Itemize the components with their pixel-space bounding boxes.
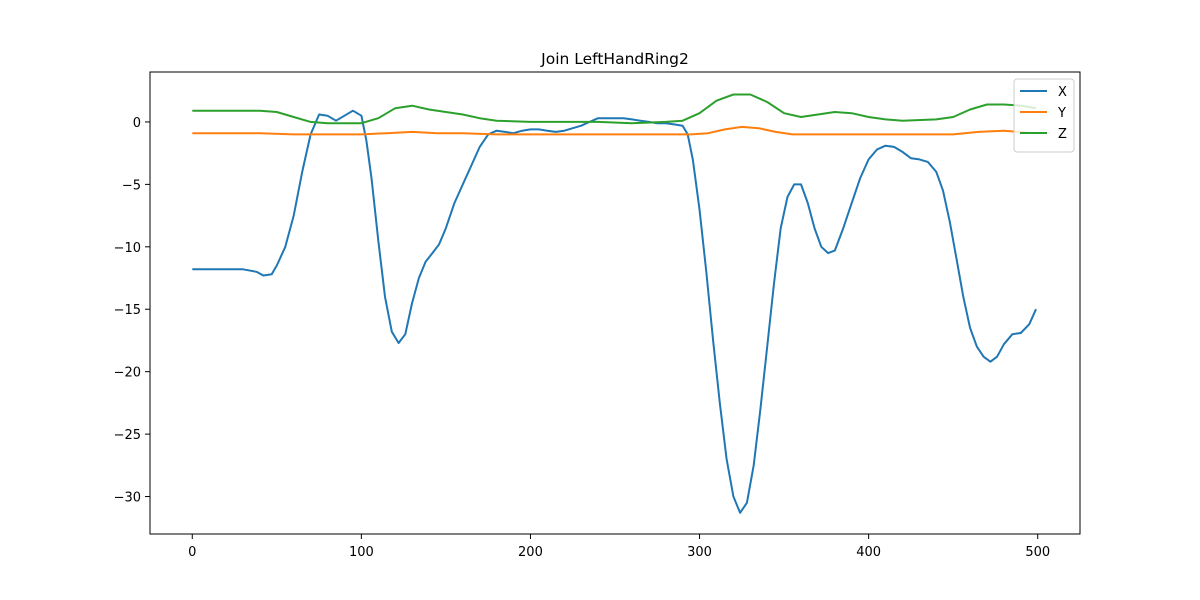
series-line-y [192,125,1037,136]
series-line-x [192,109,1037,514]
legend-label-z: Z [1058,127,1067,142]
x-axis: 0 100 200 300 400 500 [188,534,1050,560]
series-group [192,93,1037,514]
y-tick-label: −25 [114,428,141,443]
y-tick-label: −20 [114,366,141,381]
legend: XYZ [1013,78,1075,153]
series-line-z [192,93,1037,125]
legend-label-x: X [1058,85,1067,100]
legend-label-y: Y [1057,106,1066,121]
x-tick-label: 200 [518,545,543,560]
x-tick-label: 300 [687,545,712,560]
chart-title: Join LeftHandRing2 [540,50,689,68]
x-tick-label: 100 [349,545,374,560]
y-tick-label: −30 [114,491,141,506]
x-tick-label: 500 [1025,545,1050,560]
x-tick-label: 0 [188,545,196,560]
y-tick-label: −5 [122,178,141,193]
y-tick-label: −10 [114,241,141,256]
y-tick-label: 0 [133,116,141,131]
y-axis: 0 −5 −10 −15 −20 −25 −30 [114,116,150,506]
x-tick-label: 400 [856,545,881,560]
y-tick-label: −15 [114,303,141,318]
plot-frame [149,71,1081,535]
